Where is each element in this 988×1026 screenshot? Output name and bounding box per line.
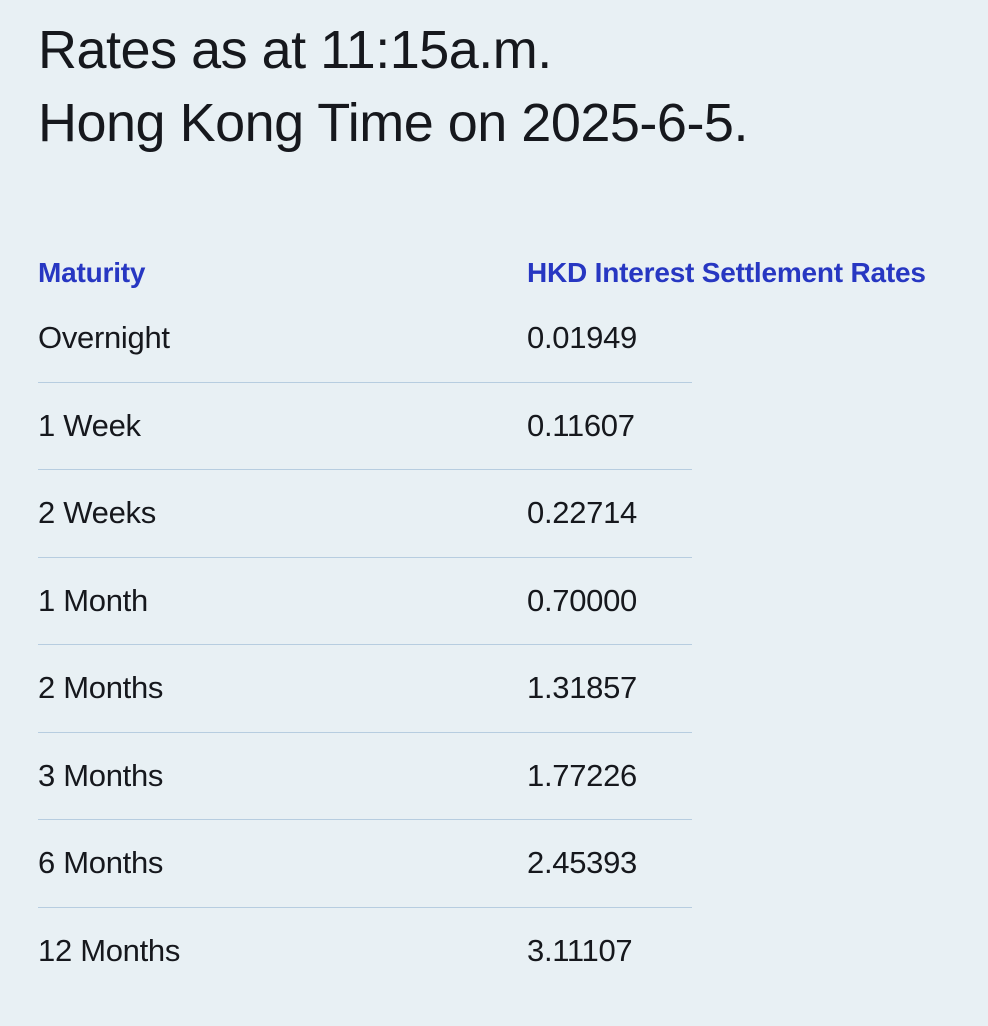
page-header: Rates as at 11:15a.m. Hong Kong Time on …	[38, 14, 988, 160]
table-header-row: Maturity HKD Interest Settlement Rates	[38, 251, 926, 295]
table-row: 1 Week 0.11607	[38, 383, 692, 470]
page-title: Rates as at 11:15a.m. Hong Kong Time on …	[38, 14, 988, 160]
table-body: Overnight 0.01949 1 Week 0.11607 2 Weeks…	[38, 295, 692, 994]
page-title-line2: Hong Kong Time on 2025-6-5.	[38, 93, 748, 153]
table-row: 12 Months 3.11107	[38, 908, 692, 995]
rate-cell: 0.70000	[527, 582, 637, 618]
maturity-cell: 3 Months	[38, 757, 164, 793]
hkd-rates-table: Maturity HKD Interest Settlement Rates O…	[38, 251, 926, 994]
maturity-cell: Overnight	[38, 320, 170, 356]
maturity-cell: 2 Weeks	[38, 495, 156, 531]
table-row: 2 Weeks 0.22714	[38, 470, 692, 558]
rate-cell: 1.31857	[527, 670, 637, 706]
table-row: Overnight 0.01949	[38, 295, 692, 383]
maturity-cell: 6 Months	[38, 845, 164, 881]
column-header-maturity: Maturity	[38, 257, 146, 288]
maturity-cell: 2 Months	[38, 670, 164, 706]
rate-cell: 3.11107	[527, 932, 633, 968]
rate-cell: 2.45393	[527, 845, 637, 881]
rate-cell: 0.22714	[527, 495, 637, 531]
table-row: 2 Months 1.31857	[38, 645, 692, 733]
rate-cell: 0.11607	[527, 407, 635, 443]
rate-cell: 1.77226	[527, 757, 637, 793]
rate-cell: 0.01949	[527, 320, 637, 356]
maturity-cell: 1 Month	[38, 582, 148, 618]
page-title-line1: Rates as at 11:15a.m.	[38, 20, 552, 80]
table-row: 6 Months 2.45393	[38, 820, 692, 908]
maturity-cell: 12 Months	[38, 932, 181, 968]
table-row: 1 Month 0.70000	[38, 558, 692, 645]
rates-page: { "page": { "title_line1": "Rates as at …	[0, 14, 988, 1026]
maturity-cell: 1 Week	[38, 407, 141, 443]
table-row: 3 Months 1.77226	[38, 733, 692, 820]
column-header-settlement-rates: HKD Interest Settlement Rates	[527, 257, 926, 288]
